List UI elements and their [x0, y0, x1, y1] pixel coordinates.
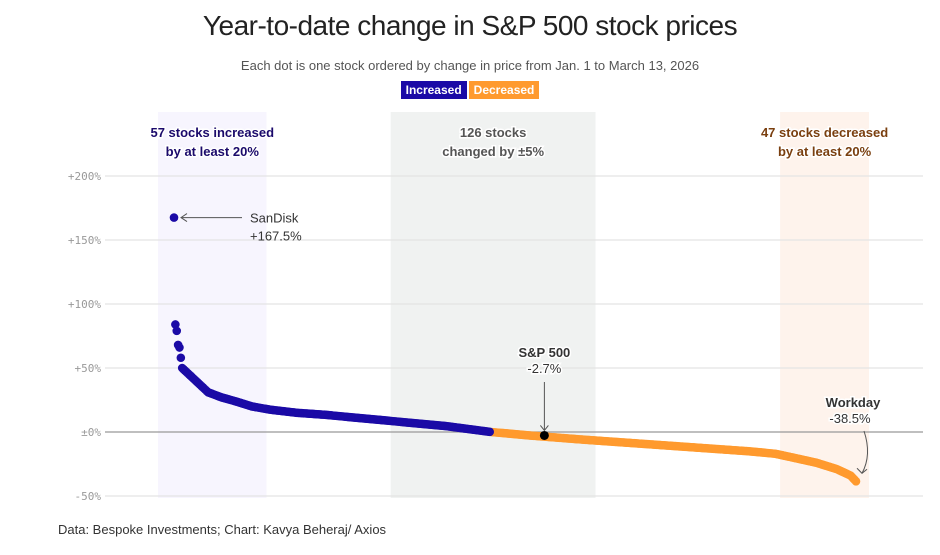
- y-tick-label: +100%: [68, 298, 101, 311]
- workday-label: Workday: [826, 395, 881, 410]
- y-axis-ticks: +200% +150% +100% +50% ±0% -50%: [68, 170, 101, 503]
- dots-layer: [169, 213, 861, 486]
- annotations-layer: SanDisk +167.5% S&P 500-2.7% Workday-38.5%: [180, 211, 883, 474]
- workday-value: -38.5%: [829, 411, 871, 426]
- chart-title: Year-to-date change in S&P 500 stock pri…: [202, 10, 738, 41]
- stock-dot: [169, 213, 179, 222]
- band-label-line2: changed by ±5%: [442, 144, 544, 159]
- y-tick-label: +150%: [68, 234, 101, 247]
- sp500-dot: [539, 430, 549, 440]
- y-tick-label: -50%: [75, 490, 102, 503]
- stock-dot: [176, 353, 186, 363]
- sp500-arrowhead: [539, 425, 549, 432]
- stock-dot: [177, 363, 187, 373]
- legend-increased: Increased: [400, 81, 467, 99]
- legend: Increased Decreased: [0, 81, 940, 99]
- band-0: [158, 112, 267, 498]
- band-label-line2: by at least 20%: [166, 144, 260, 159]
- sandisk-label: SanDisk: [250, 211, 299, 226]
- stock-dot: [172, 326, 182, 336]
- band-label-line2: by at least 20%: [778, 144, 872, 159]
- band-label-line1: 47 stocks decreased: [761, 125, 888, 140]
- band-label-line1: 57 stocks increased: [150, 125, 274, 140]
- legend-decreased: Decreased: [468, 81, 540, 99]
- band-label-line1: 126 stocks: [460, 125, 527, 140]
- stock-dot: [171, 320, 180, 329]
- workday-arrow: [861, 430, 868, 474]
- sp500-value: -2.7%: [527, 361, 561, 376]
- sp500-label: S&P 500: [518, 345, 570, 360]
- y-tick-label: ±0%: [81, 426, 101, 439]
- sandisk-arrowhead: [180, 213, 188, 223]
- source-note: Data: Bespoke Investments; Chart: Kavya …: [58, 522, 387, 537]
- y-tick-label: +200%: [68, 170, 101, 183]
- workday-arrowhead: [856, 467, 868, 474]
- sandisk-value: +167.5%: [250, 229, 302, 244]
- band-2: [780, 112, 869, 498]
- stock-dot: [173, 340, 183, 350]
- chart-subtitle: Each dot is one stock ordered by change …: [240, 58, 700, 73]
- y-tick-label: +50%: [75, 362, 102, 375]
- bands-layer: 57 stocks increased by at least 20% 126 st…: [149, 112, 890, 498]
